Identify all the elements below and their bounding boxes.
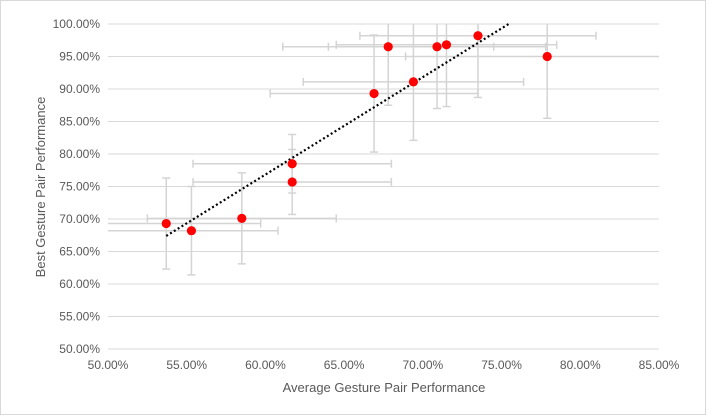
- x-tick-label: 65.00%: [324, 358, 365, 372]
- y-tick-label: 60.00%: [59, 277, 100, 291]
- y-tick-label: 95.00%: [59, 50, 100, 64]
- y-tick-label: 90.00%: [59, 82, 100, 96]
- x-tick-label: 75.00%: [481, 358, 522, 372]
- data-point: [287, 159, 297, 169]
- data-point: [473, 31, 483, 41]
- data-point: [441, 40, 452, 50]
- y-tick-label: 80.00%: [59, 147, 100, 161]
- y-tick-label: 65.00%: [59, 245, 100, 259]
- x-tick-label: 85.00%: [639, 358, 680, 372]
- y-tick-label: 75.00%: [59, 180, 100, 194]
- y-tick-label: 50.00%: [59, 342, 100, 356]
- x-axis-title: Average Gesture Pair Performance: [283, 380, 486, 395]
- x-tick-label: 55.00%: [166, 358, 207, 372]
- data-point: [542, 51, 552, 62]
- data-point: [186, 226, 197, 236]
- data-point: [287, 177, 297, 187]
- y-tick-label: 85.00%: [59, 115, 100, 129]
- data-point: [383, 42, 393, 52]
- data-point: [161, 218, 171, 229]
- trendline-layer: [165, 23, 510, 237]
- data-point: [432, 42, 442, 52]
- error-bars: [108, 24, 659, 276]
- data-point: [237, 213, 247, 223]
- y-tick-label: 70.00%: [59, 212, 100, 226]
- y-axis-title: Best Gesture Pair Performance: [33, 97, 48, 278]
- data-point: [369, 88, 379, 99]
- x-tick-labels: 50.00% 55.00% 60.00% 65.00% 70.00% 75.00% 80.0…: [88, 358, 680, 372]
- x-tick-label: 80.00%: [560, 358, 601, 372]
- y-tick-labels: 50.00% 55.00% 60.00% 65.00% 70.00% 75.00% 80.0…: [53, 17, 101, 356]
- trendline: [165, 23, 510, 237]
- data-point: [408, 77, 419, 87]
- x-tick-label: 60.00%: [245, 358, 286, 372]
- data-points: [161, 31, 552, 236]
- y-tick-label: 55.00%: [59, 310, 100, 324]
- y-tick-label: 100.00%: [53, 17, 101, 31]
- x-tick-label: 70.00%: [403, 358, 444, 372]
- x-tick-label: 50.00%: [88, 358, 129, 372]
